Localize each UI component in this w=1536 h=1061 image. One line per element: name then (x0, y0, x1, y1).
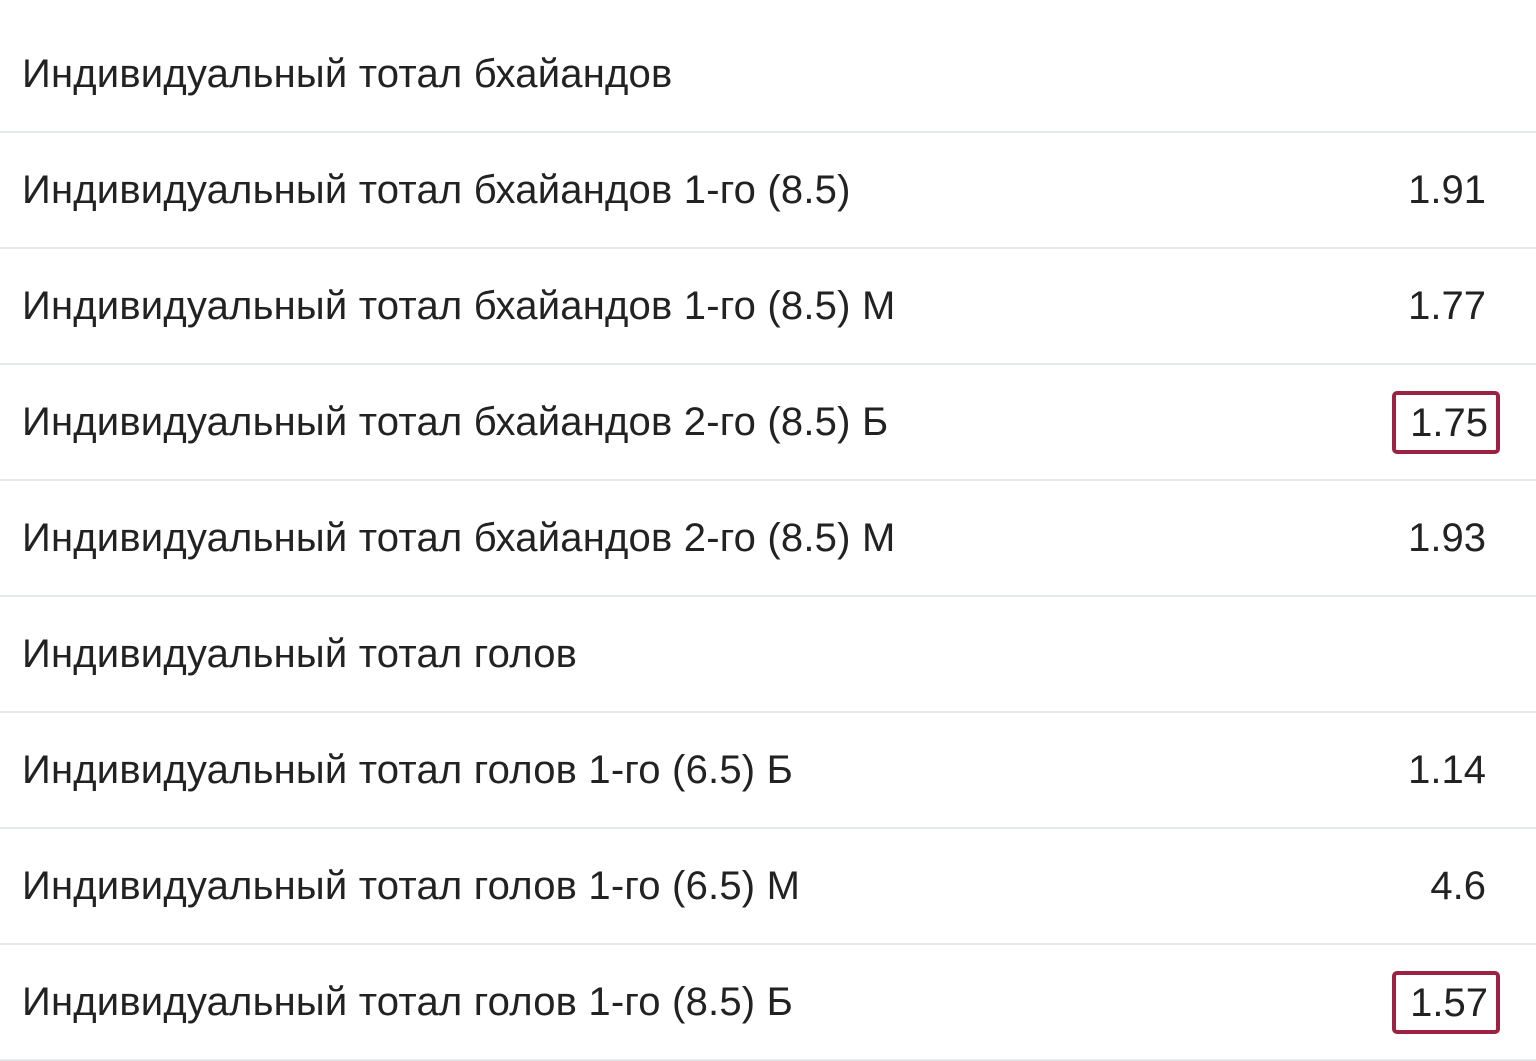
odd-value-highlighted[interactable]: 1.75 (1392, 390, 1500, 454)
odds-row[interactable]: Индивидуальный тотал голов 1-го (8.5) Б … (0, 945, 1536, 1061)
odds-row[interactable]: Индивидуальный тотал бхайандов 1-го (8.5… (0, 133, 1536, 249)
market-label: Индивидуальный тотал голов 1-го (6.5) Б (22, 747, 794, 792)
odd-value[interactable]: 1.14 (1408, 747, 1486, 792)
odd-value[interactable]: 1.93 (1408, 515, 1486, 560)
market-label: Индивидуальный тотал бхайандов 1-го (8.5… (22, 167, 851, 212)
odds-row[interactable]: Индивидуальный тотал голов 1-го (6.5) Б … (0, 713, 1536, 829)
market-label: Индивидуальный тотал голов 1-го (6.5) М (22, 863, 801, 908)
market-label: Индивидуальный тотал бхайандов 1-го (8.5… (22, 283, 896, 328)
odds-row[interactable]: Индивидуальный тотал голов 1-го (6.5) М … (0, 829, 1536, 945)
odd-value[interactable]: 4.6 (1430, 863, 1486, 908)
odds-row[interactable]: Индивидуальный тотал бхайандов 1-го (8.5… (0, 249, 1536, 365)
odd-value-highlighted[interactable]: 1.57 (1392, 970, 1500, 1034)
market-label: Индивидуальный тотал бхайандов 2-го (8.5… (22, 399, 889, 444)
market-label: Индивидуальный тотал бхайандов 2-го (8.5… (22, 515, 896, 560)
odds-row[interactable]: Индивидуальный тотал бхайандов 2-го (8.5… (0, 365, 1536, 481)
odds-row[interactable]: Индивидуальный тотал бхайандов 2-го (8.5… (0, 481, 1536, 597)
section-header[interactable]: Индивидуальный тотал голов (0, 597, 1536, 713)
odd-value[interactable]: 1.91 (1408, 167, 1486, 212)
odd-value[interactable]: 1.77 (1408, 283, 1486, 328)
section-title: Индивидуальный тотал бхайандов (22, 52, 673, 96)
section-header[interactable]: Индивидуальный тотал бхайандов (0, 0, 1536, 133)
section-title: Индивидуальный тотал голов (22, 631, 578, 676)
market-label: Индивидуальный тотал голов 1-го (8.5) Б (22, 979, 794, 1024)
